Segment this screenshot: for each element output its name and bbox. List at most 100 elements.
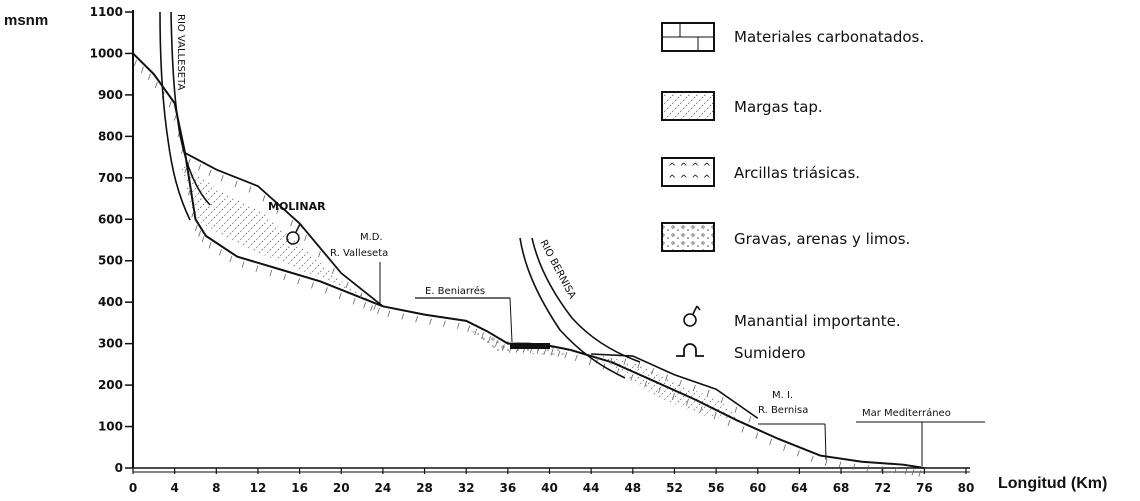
molinar-label: MOLINAR [268, 200, 326, 213]
arcillas-text: Arcillas triásicas. [734, 164, 860, 182]
gravas-text: Gravas, arenas y limos. [734, 230, 910, 248]
bernisa-profile-line-hatch [904, 468, 908, 475]
valleseta-profile-line-hatch [401, 313, 405, 320]
mi-label-1: M. I. [772, 390, 793, 401]
spring-icon [683, 305, 701, 327]
x-tick-label: 60 [749, 481, 766, 495]
molinar-upper-line [184, 152, 384, 308]
x-tick-label: 24 [375, 481, 392, 495]
bernisa-profile-line-hatch [644, 380, 648, 387]
valleseta-profile-line-hatch [467, 325, 471, 332]
x-tick-label: 28 [416, 481, 433, 495]
legend-item-arcillas: ^ ^ ^ ^ ^ ^ ^ ^ Arcillas triásicas. [661, 157, 860, 187]
molinar-upper-line-hatch [276, 207, 280, 214]
valleseta-profile-line-hatch [134, 59, 137, 67]
rio-valleseta-channel: RIO VALLESETA [159, 11, 211, 221]
gravas-swatch [661, 222, 715, 252]
sumidero-text: Sumidero [734, 344, 806, 362]
bernisa-profile-line-hatch [574, 354, 578, 362]
bernisa-upper-line-hatch [720, 396, 724, 404]
molinar-upper-line-hatch [331, 267, 335, 274]
x-tick-label: 12 [250, 481, 267, 495]
bernisa-upper-line-hatch [734, 406, 738, 413]
valleseta-profile-line-hatch [564, 352, 568, 359]
bernisa-upper-line-hatch [748, 416, 752, 423]
valleseta-profile-line-hatch [283, 273, 287, 281]
svg-text:^ ^ ^ ^: ^ ^ ^ ^ [668, 174, 711, 185]
sinkhole-icon [676, 343, 704, 357]
bernisa-profile-line [570, 348, 925, 469]
x-tick-label: 0 [129, 481, 137, 495]
valleseta-profile-line-hatch [194, 224, 198, 232]
x-tick-label: 80 [958, 481, 975, 495]
bernisa-profile-line-hatch [727, 419, 731, 426]
molinar-upper-line-hatch [290, 220, 294, 227]
molinar-upper-line-hatch [262, 195, 266, 202]
molinar-upper-line-hatch [198, 164, 202, 171]
margas-text: Margas tap. [734, 98, 823, 116]
bernisa-profile-line-hatch [755, 432, 759, 439]
valleseta-profile-line-hatch [501, 344, 505, 351]
valleseta-profile-line-hatch [429, 318, 432, 325]
x-tick-label: 40 [541, 481, 558, 495]
y-tick-label: 700 [98, 171, 123, 185]
y-tick-label: 1100 [90, 5, 123, 19]
y-tick-label: 300 [98, 337, 123, 351]
x-tick-label: 68 [833, 481, 850, 495]
molinar-upper-line-hatch [248, 186, 252, 193]
valleseta-profile-line-hatch [269, 269, 273, 277]
beniarres-gravas-body [470, 330, 580, 355]
valleseta-profile-line-hatch [352, 298, 356, 305]
molinar-upper-line-hatch [345, 281, 349, 288]
valleseta-profile-line-hatch [415, 316, 418, 323]
valleseta-profile-line-hatch [297, 278, 300, 285]
bernisa-profile-line-hatch [918, 470, 922, 477]
beniarres-dam [510, 343, 550, 349]
y-tick-label: 900 [98, 88, 123, 102]
bernisa-profile-line-hatch [741, 426, 745, 433]
bernisa-profile-line-hatch [769, 438, 773, 445]
legend-item-manantial: Manantial importante. [683, 305, 901, 330]
bernisa-upper-line-hatch [609, 357, 613, 365]
valleseta-profile-line-hatch [456, 322, 460, 329]
beniarres-pointer [509, 297, 513, 343]
valleseta-profile-line-hatch [229, 256, 233, 263]
x-tick-label: 64 [791, 481, 808, 495]
molinar-upper-line-hatch [318, 251, 321, 258]
bernisa-profile-line-hatch [838, 461, 842, 468]
valleseta-profile-line-hatch [147, 73, 151, 80]
molinar-upper-line-hatch [234, 180, 238, 187]
x-tick-label: 20 [333, 481, 350, 495]
x-tick-label: 32 [458, 481, 475, 495]
x-tick-label: 8 [212, 481, 220, 495]
bernisa-upper-line-hatch [637, 362, 641, 369]
bernisa-profile-line-hatch [797, 450, 800, 457]
annotations: MOLINAR M.D. R. Valleseta E. Beniarrés M… [268, 200, 985, 466]
margas-swatch [661, 91, 715, 121]
x-tick-label: 16 [291, 481, 308, 495]
y-tick-label: 500 [98, 254, 123, 268]
valleseta-profile-line-hatch [495, 340, 498, 347]
bernisa-profile-line-hatch [852, 463, 856, 470]
bernisa-upper-line-hatch [706, 389, 710, 396]
manantial-text: Manantial importante. [734, 312, 901, 330]
valleseta-profile-line-hatch [201, 235, 205, 243]
bernisa-profile-line-hatch [630, 374, 634, 381]
molinar-upper-line-hatch [187, 158, 191, 165]
valleseta-profile-line-hatch [255, 265, 259, 272]
molinar-spring-icon [286, 223, 304, 245]
valleseta-profile-line-hatch [198, 230, 202, 237]
valleseta-profile-line-hatch [481, 332, 484, 339]
bernisa-upper-line [591, 353, 759, 419]
x-tick-label: 4 [170, 481, 178, 495]
mi-pointer [824, 423, 827, 461]
x-tick-label: 36 [499, 481, 516, 495]
x-tick-label: 48 [624, 481, 641, 495]
legend-item-gravas: Gravas, arenas y limos. [661, 222, 910, 252]
x-axis-title: Longitud (Km) [998, 475, 1108, 492]
bernisa-profile-line-hatch [685, 399, 689, 406]
x-tick-label: 72 [874, 481, 891, 495]
y-tick-label: 0 [115, 461, 123, 475]
valleseta-profile-line-hatch [154, 81, 158, 89]
